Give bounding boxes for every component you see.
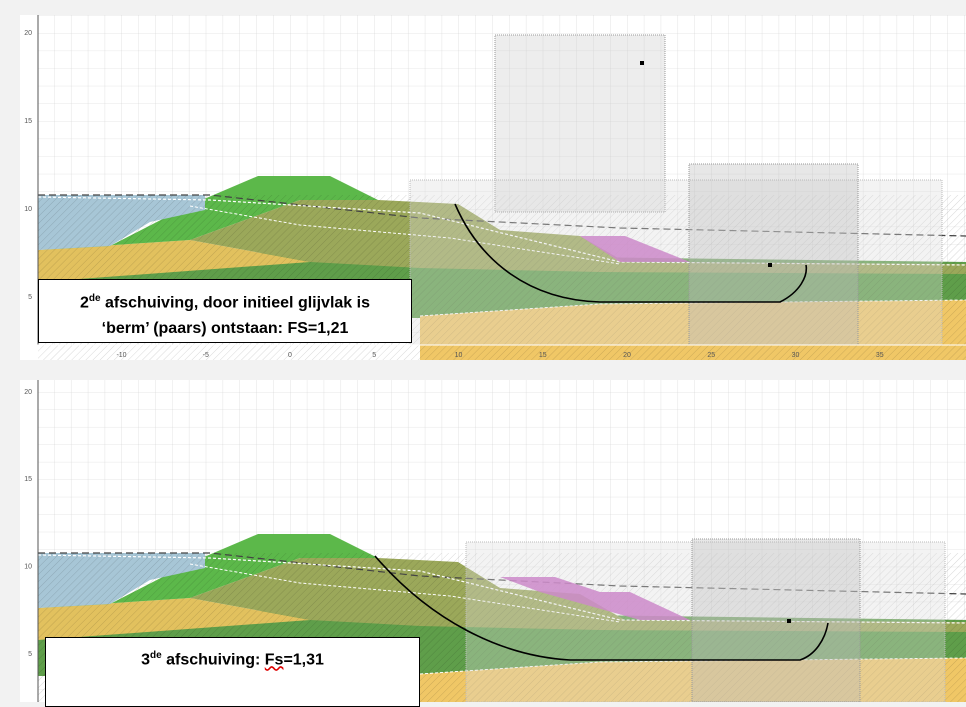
x-tick-label: 5 <box>372 352 376 359</box>
y-tick-label: 15 <box>24 118 32 125</box>
caption-text: =1,31 <box>283 651 323 668</box>
x-tick-label: 35 <box>876 352 884 359</box>
rect-shape <box>640 61 644 65</box>
x-tick-label: 0 <box>288 352 292 359</box>
x-tick-label: -10 <box>116 352 126 359</box>
rect-shape <box>689 164 858 345</box>
y-tick-label: 10 <box>24 206 32 213</box>
rect-shape <box>768 263 772 267</box>
x-tick-label: 10 <box>455 352 463 359</box>
screenshot: 20 15 10 5 -10 -5 0 5 10 15 20 25 30 35 20 15 10 5 <box>0 0 966 702</box>
caption-text: Fs <box>265 651 284 668</box>
rect-shape <box>410 180 942 345</box>
caption-text: 2 <box>80 294 89 311</box>
rect-shape <box>787 619 791 623</box>
caption-sup: de <box>89 293 101 304</box>
caption-text: 3 <box>141 651 150 668</box>
y-tick-label: 5 <box>28 651 32 658</box>
x-tick-label: 25 <box>707 352 715 359</box>
y-tick-label: 20 <box>24 30 32 37</box>
y-tick-label: 15 <box>24 476 32 483</box>
caption-text: afschuiving, door initieel glijvlak is <box>101 294 370 311</box>
x-tick-label: 15 <box>539 352 547 359</box>
caption-2: 3de afschuiving: Fs=1,31 <box>45 637 420 707</box>
x-tick-label: 20 <box>623 352 631 359</box>
rect-shape <box>692 539 860 702</box>
y-tick-label: 20 <box>24 389 32 396</box>
y-tick-label: 10 <box>24 563 32 570</box>
x-tick-label: 30 <box>792 352 800 359</box>
caption-sup: de <box>150 650 162 661</box>
x-tick-label: -5 <box>203 352 209 359</box>
caption-line: 2de afschuiving, door initieel glijvlak … <box>39 286 411 316</box>
caption-1: 2de afschuiving, door initieel glijvlak … <box>38 279 412 343</box>
page: 2015105-10-5051015202530352015105 2de af… <box>0 0 966 702</box>
y-tick-label: 5 <box>28 294 32 301</box>
caption-line: ‘berm’ (paars) ontstaan: FS=1,21 <box>39 316 411 342</box>
caption-text: afschuiving: <box>162 651 265 668</box>
